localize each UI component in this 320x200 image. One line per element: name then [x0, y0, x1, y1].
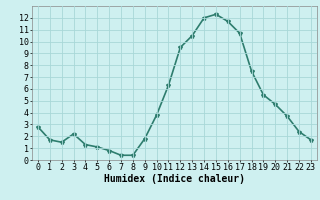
X-axis label: Humidex (Indice chaleur): Humidex (Indice chaleur) [104, 174, 245, 184]
